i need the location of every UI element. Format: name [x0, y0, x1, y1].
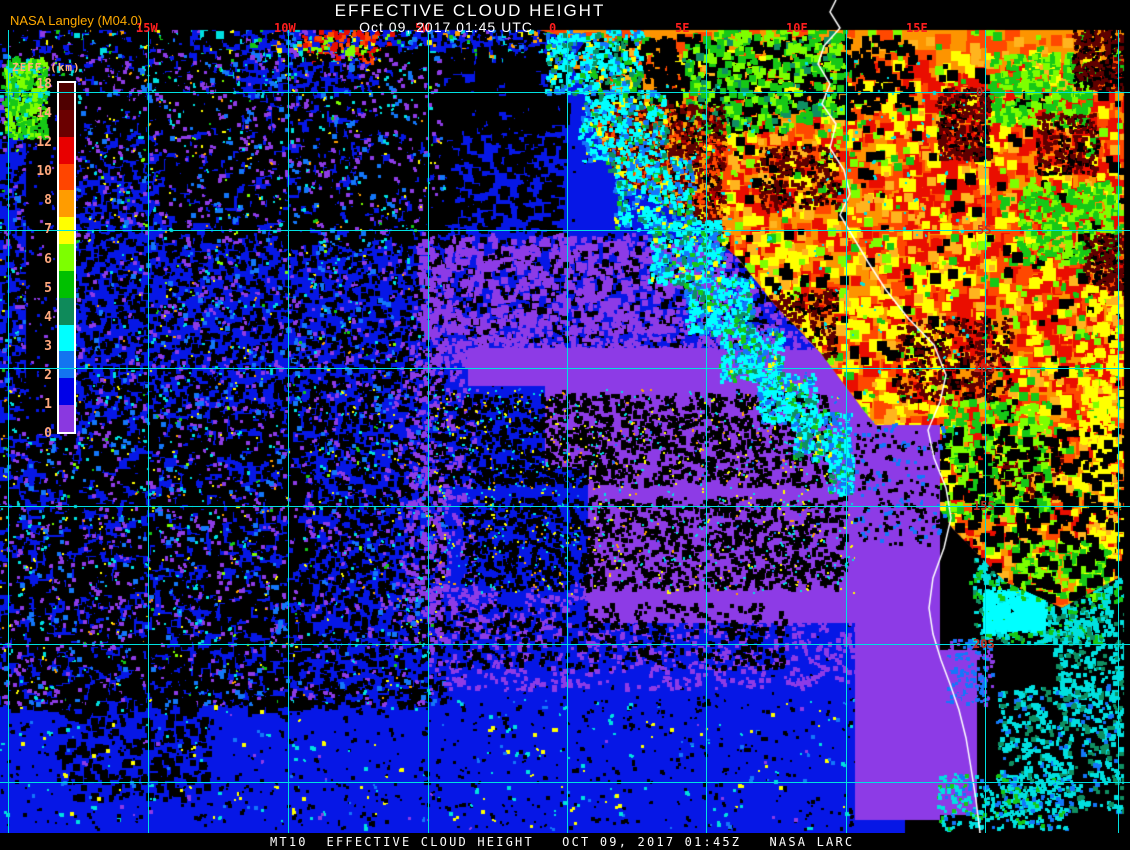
colorbar-tick-label: 1	[44, 396, 52, 412]
latitude-label: 15S	[973, 499, 995, 513]
longitude-gridline	[846, 30, 847, 834]
page-title: EFFECTIVE CLOUD HEIGHT	[334, 1, 606, 20]
latitude-gridline	[0, 368, 1130, 369]
cloud-height-colorbar	[57, 81, 76, 434]
colorbar-segment	[59, 270, 74, 298]
latitude-label: 10S	[973, 361, 995, 375]
latitude-label: 20S	[973, 637, 995, 651]
longitude-label: 15W	[136, 21, 158, 35]
colorbar-segment	[59, 83, 74, 110]
longitude-label: 0	[549, 21, 557, 35]
colorbar-segment	[59, 324, 74, 352]
longitude-gridline	[8, 30, 9, 834]
latitude-gridline	[0, 506, 1130, 507]
longitude-label: 10W	[274, 21, 296, 35]
colorbar-tick-label: 2	[44, 367, 52, 383]
colorbar-segment	[59, 136, 74, 164]
colorbar-segment	[59, 190, 74, 218]
colorbar-segment	[59, 351, 74, 379]
longitude-gridline	[706, 30, 707, 834]
colorbar-tick-label: 5	[44, 280, 52, 296]
latitude-gridline	[0, 230, 1130, 231]
latitude-gridline	[0, 92, 1130, 93]
longitude-label: 10E	[786, 21, 808, 35]
colorbar-segment	[59, 378, 74, 406]
timestamp-subtitle: Oct 09, 2017 01:45 UTC	[359, 19, 533, 35]
longitude-gridline	[1118, 30, 1119, 834]
colorbar-segment	[59, 163, 74, 191]
colorbar-tick-label: 0	[44, 426, 52, 441]
longitude-gridline	[428, 30, 429, 834]
colorbar-tick-label: 18	[36, 77, 52, 92]
colorbar-segment	[59, 244, 74, 271]
colorbar-segment	[59, 297, 74, 325]
latitude-gridline	[0, 644, 1130, 645]
nasa-langley-credit: NASA Langley (M04.0)	[10, 13, 143, 28]
colorbar-tick-label: 14	[36, 106, 52, 122]
longitude-gridline	[567, 30, 568, 834]
latitude-label: 5S	[977, 223, 992, 237]
colorbar-tick-label: 6	[44, 251, 52, 267]
colorbar-tick-label: 7	[44, 222, 52, 238]
colorbar-title: ZEFF (km)	[12, 61, 81, 74]
status-bar: MT10 EFFECTIVE CLOUD HEIGHT OCT 09, 2017…	[0, 833, 1130, 850]
colorbar-tick-label: 3	[44, 338, 52, 354]
longitude-gridline	[288, 30, 289, 834]
latitude-gridline	[0, 782, 1130, 783]
longitude-label: 15E	[906, 21, 928, 35]
colorbar-tick-label: 4	[44, 309, 52, 325]
longitude-gridline	[148, 30, 149, 834]
colorbar-tick-label: 8	[44, 193, 52, 209]
colorbar-segment	[59, 109, 74, 137]
longitude-label: 5W	[415, 21, 430, 35]
status-bar-text: MT10 EFFECTIVE CLOUD HEIGHT OCT 09, 2017…	[270, 835, 855, 849]
colorbar-tick-label: 12	[36, 135, 52, 151]
longitude-gridline	[985, 30, 986, 834]
latitude-label: 0	[976, 85, 984, 99]
colorbar-segment	[59, 405, 74, 432]
longitude-label: 5E	[675, 21, 690, 35]
colorbar-tick-label: 10	[36, 164, 52, 180]
